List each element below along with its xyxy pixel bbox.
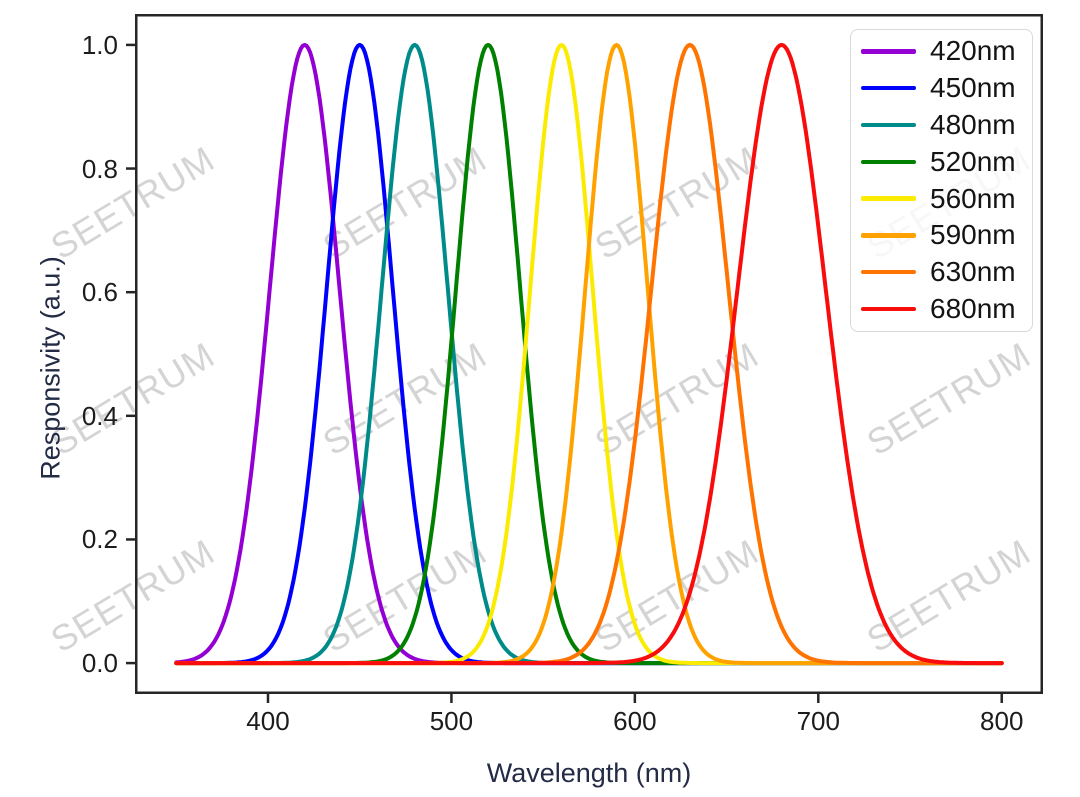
y-tick-label: 1.0: [81, 29, 118, 60]
legend-line-swatch: [861, 85, 916, 91]
legend-label: 480nm: [930, 108, 1016, 140]
legend-item-520nm: 520nm: [851, 143, 1032, 180]
legend-item-590nm: 590nm: [851, 217, 1032, 254]
legend-item-560nm: 560nm: [851, 180, 1032, 217]
x-axis-label: Wavelength (nm): [486, 758, 692, 788]
y-tick-label: 0.6: [81, 277, 118, 308]
legend-line-swatch: [861, 233, 916, 238]
legend-line-swatch: [861, 269, 916, 275]
y-tick-label: 0.4: [81, 400, 118, 431]
legend-item-420nm: 420nm: [851, 33, 1032, 70]
legend-item-450nm: 450nm: [851, 70, 1032, 107]
legend-label: 450nm: [930, 72, 1016, 104]
x-tick-label: 600: [613, 706, 657, 736]
x-tick-label: 500: [429, 706, 474, 736]
legend-line-swatch: [861, 49, 916, 54]
x-tick-label: 400: [246, 706, 290, 736]
legend-label: 630nm: [930, 256, 1016, 288]
y-tick-label: 0.2: [81, 524, 118, 555]
legend: 420nm 450nm 480nm 520nm 560nm 590nm 630nm 680nm: [850, 29, 1033, 332]
legend-line-swatch: [861, 122, 916, 128]
legend-line-swatch: [861, 306, 916, 312]
axes-spines: [135, 14, 1043, 694]
legend-label: 590nm: [930, 219, 1016, 251]
legend-item-680nm: 680nm: [851, 291, 1032, 328]
series-curve-680nm: [174, 42, 1004, 666]
legend-label: 520nm: [930, 145, 1016, 177]
legend-item-630nm: 630nm: [851, 254, 1032, 291]
y-tick-label: 0.0: [81, 648, 118, 679]
x-tick-label: 700: [796, 706, 840, 736]
legend-label: 680nm: [930, 292, 1016, 324]
x-tick-label: 800: [980, 706, 1024, 736]
legend-line-swatch: [861, 196, 916, 201]
legend-item-480nm: 480nm: [851, 107, 1032, 144]
legend-line-swatch: [861, 159, 916, 165]
legend-label: 420nm: [930, 35, 1016, 67]
y-tick-label: 0.8: [81, 153, 118, 184]
legend-label: 560nm: [930, 182, 1016, 214]
